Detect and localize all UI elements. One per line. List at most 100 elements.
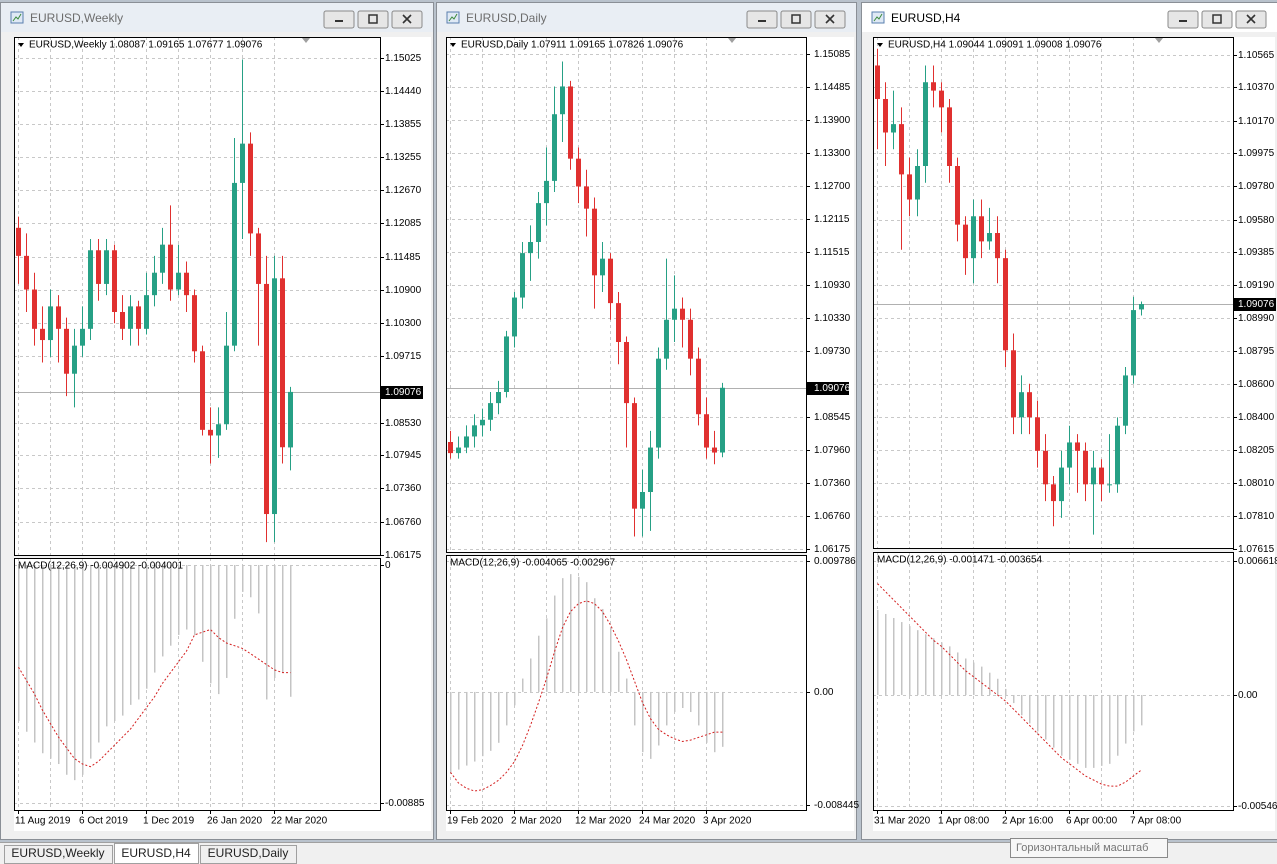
candle-body — [1051, 484, 1056, 502]
macd-label: MACD(12,26,9) -0.004065 -0.002967 — [450, 558, 616, 569]
macd-plot — [15, 559, 380, 810]
signal-line — [18, 628, 291, 768]
candle-body — [56, 306, 61, 329]
macd-bar — [58, 564, 60, 765]
x-tick-label: 2 Apr 16:00 — [1002, 816, 1054, 827]
candle-body — [1083, 450, 1088, 485]
candle-body — [616, 303, 621, 342]
price-tick-label: 1.08010 — [1238, 478, 1275, 489]
minimize-button[interactable] — [323, 10, 355, 29]
macd-bar — [1021, 694, 1023, 716]
tab-label[interactable]: EURUSD,H4 — [121, 846, 191, 860]
restore-button[interactable] — [1201, 10, 1233, 29]
x-tick-label: 24 Mar 2020 — [639, 816, 696, 827]
macd-bar — [1117, 694, 1119, 756]
x-tick-label: 2 Mar 2020 — [511, 816, 562, 827]
x-tick-label: 12 Mar 2020 — [575, 816, 632, 827]
candle-body — [160, 244, 165, 273]
candle-body — [720, 387, 725, 453]
macd-bar — [162, 564, 164, 657]
macd-bar — [1125, 694, 1127, 744]
price-tick-label: 1.11485 — [385, 252, 421, 263]
price-tick-label: 1.06175 — [814, 544, 851, 555]
restore-button-glyph — [1212, 14, 1222, 24]
macd-bar — [1101, 694, 1103, 766]
macd-bar — [1109, 694, 1111, 764]
macd-plot — [874, 553, 1233, 810]
macd-bar — [458, 691, 460, 770]
macd-bar — [674, 691, 676, 713]
macd-bar — [186, 564, 188, 630]
price-tick-label: 1.13300 — [814, 148, 851, 159]
candle-body — [584, 186, 589, 209]
tab-label[interactable]: EURUSD,Daily — [208, 846, 289, 860]
candle-body — [995, 233, 1000, 259]
candle-body — [24, 255, 29, 290]
candle-body — [280, 278, 285, 448]
price-tick-label: 1.06175 — [385, 550, 422, 561]
x-tick-label: 7 Apr 08:00 — [1130, 816, 1182, 827]
x-tick-label: 11 Aug 2019 — [15, 816, 71, 827]
price-plot — [15, 38, 380, 555]
price-tick-label: 1.06760 — [814, 511, 851, 522]
candle-body — [72, 345, 77, 374]
macd-bar — [122, 564, 124, 716]
price-plot — [447, 38, 806, 552]
candle-body — [955, 166, 960, 225]
candle-body — [472, 425, 477, 437]
restore-button[interactable] — [780, 10, 812, 29]
candle-body — [568, 86, 573, 159]
candle-body — [947, 107, 952, 167]
candle-body — [112, 250, 117, 312]
candle-body — [520, 253, 525, 298]
candle-body — [256, 233, 261, 284]
candle-body — [216, 424, 221, 436]
price-tick-label: 1.07960 — [814, 445, 851, 456]
candle-body — [1107, 484, 1112, 486]
window-icon-glyph — [12, 13, 22, 22]
macd-bar — [1053, 694, 1055, 748]
macd-bar — [666, 691, 668, 726]
minimize-button-glyph — [758, 20, 766, 22]
price-tick-label: 1.08530 — [385, 418, 422, 429]
price-tick-label: 1.10300 — [385, 318, 422, 329]
x-tick-label: 26 Jan 2020 — [207, 816, 262, 827]
macd-bar — [50, 564, 52, 759]
macd-bar — [586, 582, 588, 692]
candle-body — [672, 308, 677, 320]
macd-bar — [282, 564, 284, 673]
macd-bar — [1037, 694, 1039, 732]
macd-bar — [194, 564, 196, 635]
minimize-button[interactable] — [1167, 10, 1199, 29]
shift-marker — [1155, 38, 1163, 43]
price-tick-label: 1.10330 — [814, 313, 851, 324]
candle-body — [96, 250, 101, 284]
candle-body — [552, 114, 557, 181]
macd-tick-label: 0.009786 — [814, 556, 856, 567]
macd-bar — [114, 564, 116, 721]
macd-bar — [42, 564, 44, 754]
candle-body — [923, 82, 928, 167]
macd-bar — [658, 691, 660, 746]
header-arrow[interactable] — [18, 43, 24, 47]
header-arrow[interactable] — [450, 43, 456, 47]
candle-body — [504, 336, 509, 392]
price-tick-label: 1.07945 — [385, 450, 422, 461]
restore-button[interactable] — [357, 10, 389, 29]
tab-bar — [0, 842, 1277, 864]
candle-body — [1059, 467, 1064, 502]
tab-label[interactable]: EURUSD,Weekly — [11, 846, 104, 860]
macd-bar — [626, 678, 628, 692]
macd-bar — [146, 564, 148, 689]
macd-label: MACD(12,26,9) -0.004902 -0.004001 — [18, 561, 184, 572]
candle-body — [915, 166, 920, 200]
candle-body — [963, 224, 968, 259]
header-arrow[interactable] — [877, 43, 883, 47]
price-tick-label: 1.08795 — [1238, 346, 1275, 357]
candle-body — [1067, 442, 1072, 468]
close-button-glyph — [402, 14, 412, 24]
candle-body — [891, 124, 896, 133]
minimize-button[interactable] — [746, 10, 778, 29]
chart-header: EURUSD,Daily 1.07911 1.09165 1.07826 1.0… — [461, 40, 684, 51]
